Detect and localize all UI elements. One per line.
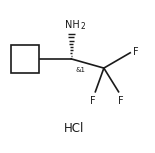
Text: &1: &1 <box>75 67 85 73</box>
Bar <box>11 45 39 73</box>
Text: NH: NH <box>65 20 80 30</box>
Text: 2: 2 <box>80 22 85 31</box>
Text: F: F <box>133 47 138 57</box>
Text: HCl: HCl <box>64 122 85 135</box>
Text: F: F <box>118 96 124 106</box>
Text: F: F <box>90 96 96 106</box>
